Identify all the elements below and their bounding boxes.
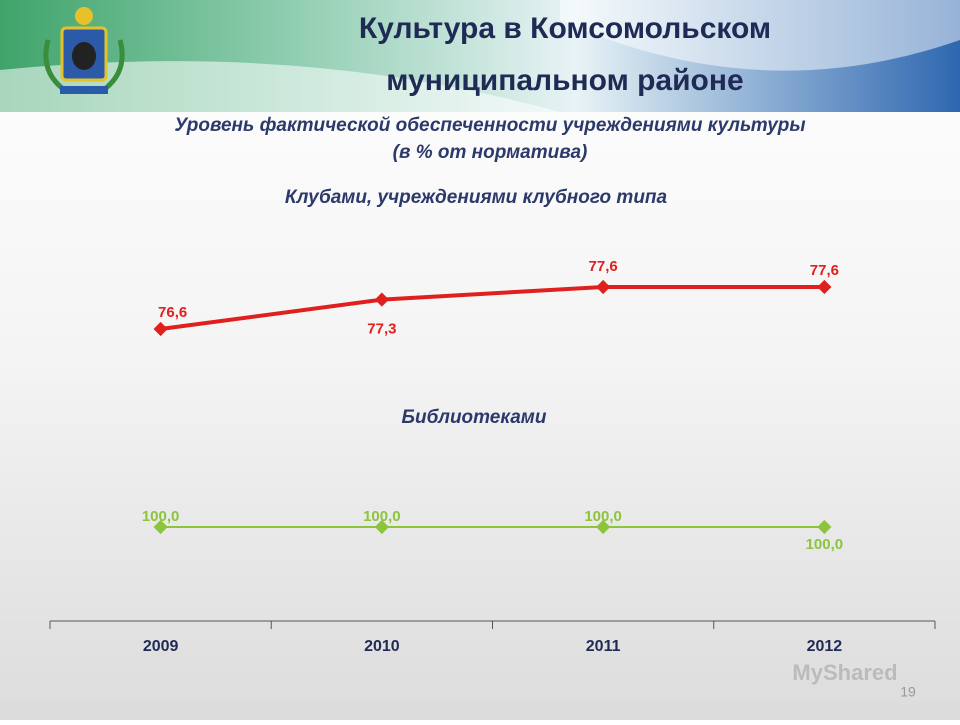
data-point	[374, 292, 389, 307]
page-number: 19	[900, 684, 916, 700]
x-tick-label: 2011	[586, 638, 621, 655]
data-point	[596, 279, 611, 295]
title: Культура в Комсомольском	[359, 12, 771, 45]
series-name: Клубами, учреждениями клубного типа	[285, 187, 668, 208]
x-tick-label: 2012	[807, 638, 843, 655]
chart-title: Уровень фактической обеспеченности учреж…	[174, 115, 805, 136]
data-point	[153, 321, 168, 337]
header-wave	[560, 0, 960, 71]
data-label: 77,6	[589, 258, 618, 275]
data-label: 100,0	[584, 508, 622, 525]
x-tick-label: 2009	[143, 638, 179, 655]
data-label: 77,3	[367, 321, 396, 338]
series-line	[160, 285, 825, 331]
x-tick-label: 2010	[364, 638, 400, 655]
data-label: 77,6	[810, 262, 839, 279]
header-wave	[0, 61, 560, 112]
data-point	[153, 519, 168, 535]
series-name: Библиотеками	[402, 407, 547, 428]
data-label: 100,0	[806, 536, 844, 553]
watermark: MyShared	[792, 660, 897, 685]
data-label: 100,0	[363, 508, 401, 525]
data-point	[817, 279, 832, 295]
chart-subtitle: (в % от норматива)	[393, 142, 588, 163]
data-point	[374, 519, 389, 535]
data-point	[596, 519, 611, 535]
data-point	[817, 519, 832, 535]
emblem	[43, 7, 125, 94]
data-label: 76,6	[158, 304, 187, 321]
title: муниципальном районе	[386, 64, 743, 97]
data-label: 100,0	[142, 508, 180, 525]
